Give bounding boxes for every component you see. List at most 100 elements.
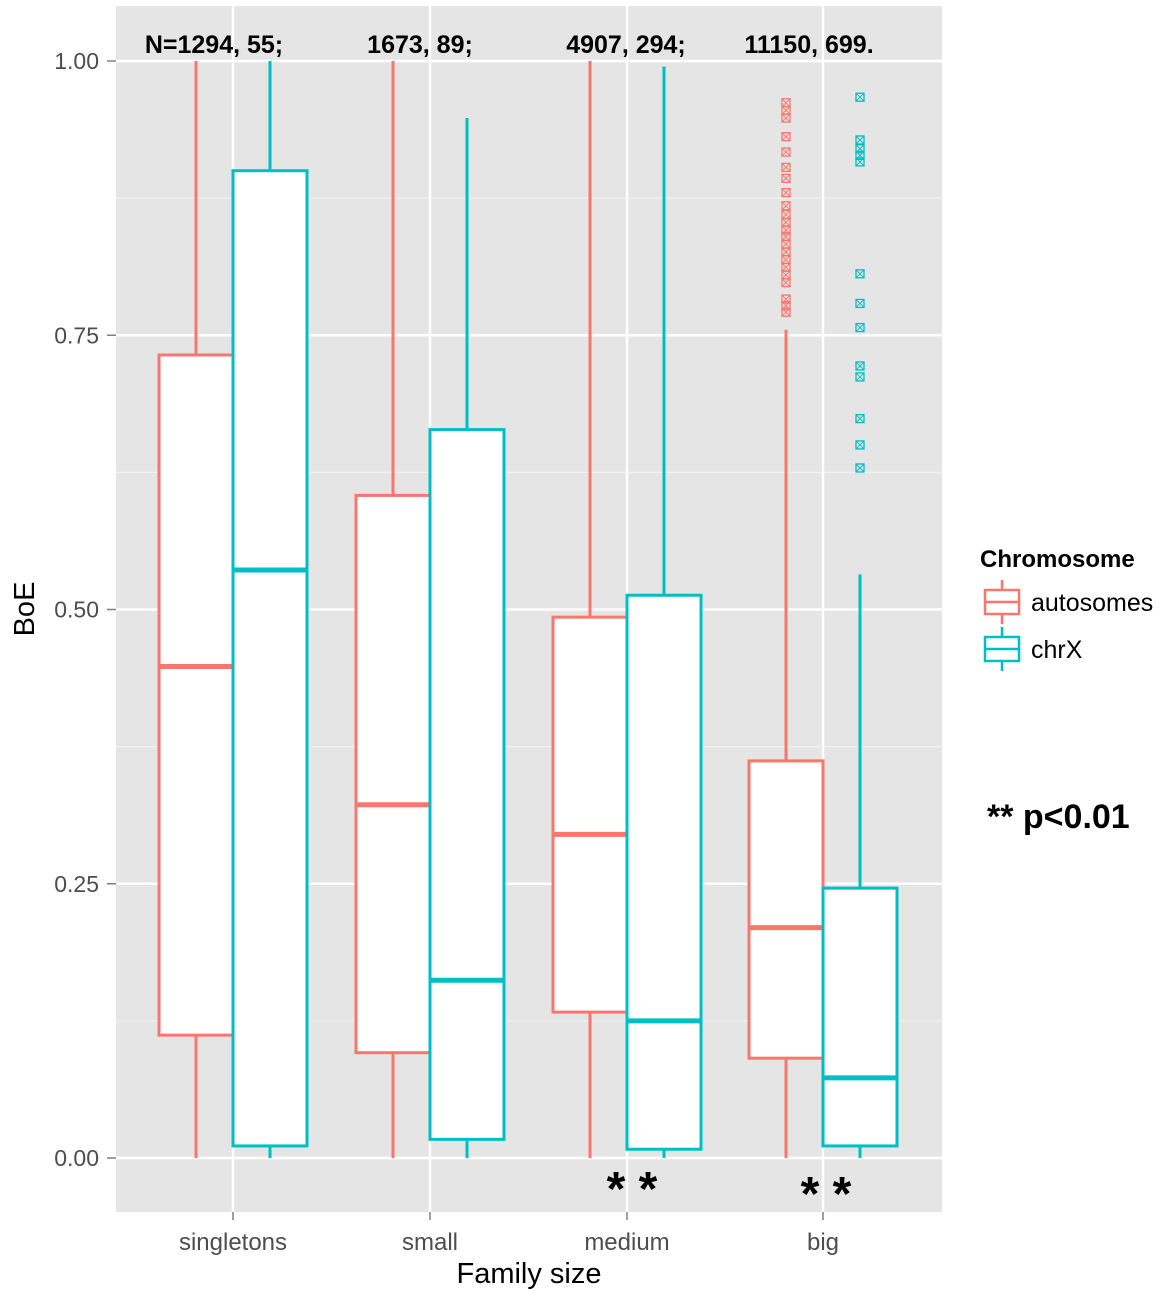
x-tick-label: small <box>402 1229 458 1256</box>
box-chrX-big <box>821 92 899 1158</box>
outlier-cross <box>781 255 791 264</box>
outlier-cross <box>855 414 865 423</box>
box-body <box>157 353 235 1037</box>
outlier-cross <box>855 135 865 145</box>
outlier-point <box>855 269 865 279</box>
outlier-cross <box>781 201 791 211</box>
box-body <box>625 593 703 1151</box>
outlier-cross <box>855 463 865 473</box>
outlier-cross <box>781 247 791 257</box>
outlier-point <box>781 300 791 311</box>
outlier-cross <box>781 147 791 157</box>
outlier-point <box>855 440 865 450</box>
outlier-point <box>855 150 865 160</box>
outlier-point <box>855 372 865 382</box>
outlier-cross <box>781 232 791 241</box>
outlier-point <box>855 298 865 309</box>
outlier-cross <box>855 92 865 102</box>
box-body <box>428 428 506 1141</box>
outlier-point <box>781 225 791 235</box>
outlier-point <box>855 361 865 371</box>
box-body <box>551 615 629 1014</box>
box-chrX-small <box>428 118 506 1158</box>
outlier-point <box>855 413 865 424</box>
x-tick-label: big <box>807 1229 839 1256</box>
outlier-point <box>781 173 791 184</box>
outlier-cross <box>781 98 791 108</box>
outlier-cross <box>781 217 791 227</box>
significance-marks: * * * * <box>607 1163 852 1221</box>
legend: Chromosome autosomes chrX <box>980 546 1153 671</box>
outlier-point <box>855 135 865 145</box>
y-tick-label: 0.00 <box>54 1145 99 1171</box>
box-series <box>157 61 899 1158</box>
legend-label: chrX <box>1031 636 1083 664</box>
box-body <box>821 886 899 1148</box>
outlier-point <box>781 162 791 173</box>
outlier-cross <box>855 361 865 371</box>
significance-mark: * * <box>801 1168 852 1221</box>
outlier-cross <box>781 163 791 172</box>
outlier-point <box>781 113 791 123</box>
y-axis-title: BoE <box>9 582 41 637</box>
outlier-point <box>781 187 791 198</box>
outlier-point <box>781 132 791 142</box>
outlier-cross <box>781 278 791 287</box>
y-tick-label: 0.75 <box>54 322 99 348</box>
x-axis: singletons small medium big <box>179 1212 839 1256</box>
y-tick-label: 0.25 <box>54 871 99 897</box>
outlier-cross <box>855 157 865 167</box>
x-tick-label: singletons <box>179 1229 287 1256</box>
outlier-point <box>781 147 791 157</box>
outlier-point <box>781 307 791 317</box>
legend-item-chrX: chrX <box>983 627 1083 671</box>
box-autosomes-medium <box>551 61 629 1158</box>
outlier-cross <box>855 372 865 382</box>
box-chrX-medium <box>625 66 703 1158</box>
outlier-cross <box>781 106 791 115</box>
x-axis-title: Family size <box>456 1258 601 1289</box>
x-tick-label: medium <box>584 1229 669 1256</box>
outlier-cross <box>855 299 865 308</box>
legend-title: Chromosome <box>980 546 1135 573</box>
box-body <box>354 493 432 1055</box>
sample-count-labels: N=1294, 55; 1673, 89; 4907, 294; 11150, 699… <box>145 31 874 59</box>
outlier-point <box>855 322 865 333</box>
outlier-point <box>855 157 865 167</box>
outlier-cross <box>781 132 791 142</box>
outlier-point <box>855 144 865 154</box>
outlier-point <box>781 277 791 288</box>
y-tick-label: 1.00 <box>54 48 99 74</box>
outlier-cross <box>781 174 791 183</box>
outlier-cross <box>781 270 791 280</box>
box-body <box>231 169 309 1148</box>
outlier-point <box>855 463 865 473</box>
outlier-point <box>781 201 791 211</box>
significance-mark: * * <box>607 1163 658 1216</box>
outlier-point <box>855 92 865 102</box>
outlier-cross <box>781 113 791 123</box>
pvalue-note: ** p<0.01 <box>987 798 1130 836</box>
outlier-cross <box>781 262 791 272</box>
box-body <box>747 759 825 1060</box>
count-label: 11150, 699. <box>744 31 873 59</box>
y-axis: 0.00 0.25 0.50 0.75 1.00 <box>54 48 116 1171</box>
outlier-cross <box>781 307 791 317</box>
box-autosomes-big <box>747 98 825 1158</box>
outlier-cross <box>781 239 791 249</box>
outlier-cross <box>855 440 865 450</box>
box-chrX-singletons <box>231 61 309 1158</box>
outlier-point <box>781 294 791 304</box>
outlier-cross <box>855 323 865 332</box>
count-label: 1673, 89; <box>367 31 473 59</box>
y-tick-label: 0.50 <box>54 597 99 623</box>
count-label: N=1294, 55; <box>145 31 283 59</box>
legend-item-autosomes: autosomes <box>983 580 1153 624</box>
outlier-cross <box>855 269 865 279</box>
legend-label: autosomes <box>1031 589 1153 617</box>
count-label: 4907, 294; <box>566 31 686 59</box>
outlier-cross <box>781 210 791 219</box>
outlier-cross <box>781 188 791 197</box>
